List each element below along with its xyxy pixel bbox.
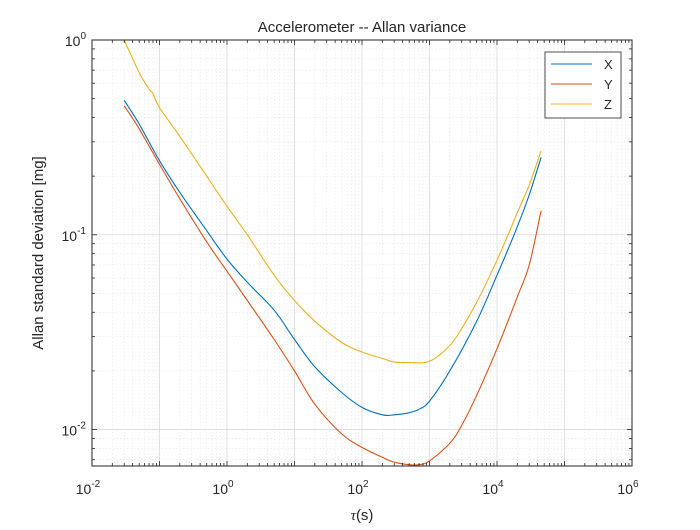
chart-title: Accelerometer -- Allan variance: [258, 19, 466, 36]
y-tick-label: 100: [65, 31, 87, 49]
legend-label-y: Y: [604, 77, 613, 92]
y-tick-label-exponent: 0: [80, 31, 86, 42]
x-tick-label-base: 10: [347, 481, 363, 497]
x-tick-label: 10-2: [76, 479, 101, 497]
x-axis-label: τ(s): [351, 507, 374, 524]
x-tick-label: 106: [617, 479, 639, 497]
series-line-x: [123, 100, 542, 417]
x-tick-label-exponent: -2: [91, 479, 100, 490]
legend-box: [544, 51, 622, 119]
x-tick-label-base: 10: [482, 481, 498, 497]
y-tick-label-base: 10: [65, 33, 81, 49]
legend-label-z: Z: [604, 97, 612, 112]
y-tick-label-base: 10: [62, 228, 78, 244]
y-axis-label: Allan standard deviation [mg]: [30, 156, 47, 349]
y-tick-label-base: 10: [62, 423, 78, 439]
x-tick-label-exponent: 6: [633, 479, 639, 490]
x-tick-label-base: 10: [212, 481, 228, 497]
series-line-z: [123, 39, 542, 364]
series-line-y: [123, 105, 542, 466]
y-tick-label-exponent: -1: [77, 226, 86, 237]
x-axis-label-unit: (s): [356, 507, 374, 524]
y-tick-label: 10-2: [62, 421, 87, 439]
y-tick-label: 10-1: [62, 226, 87, 244]
x-tick-label: 102: [347, 479, 369, 497]
y-tick-label-exponent: -2: [77, 421, 86, 432]
x-axis-label-symbol: τ: [351, 508, 357, 524]
x-tick-label: 100: [212, 479, 234, 497]
series-layer: [123, 39, 542, 466]
legend-items: XYZ: [551, 57, 613, 112]
x-tick-label-exponent: 2: [363, 479, 369, 490]
x-tick-label: 104: [482, 479, 504, 497]
x-tick-label-base: 10: [617, 481, 633, 497]
axis-ticks: [91, 39, 632, 466]
legend-label-x: X: [604, 57, 613, 72]
x-tick-label-exponent: 0: [228, 479, 234, 490]
legend: XYZ: [544, 51, 622, 119]
x-tick-label-exponent: 4: [498, 479, 504, 490]
x-tick-label-base: 10: [76, 481, 92, 497]
